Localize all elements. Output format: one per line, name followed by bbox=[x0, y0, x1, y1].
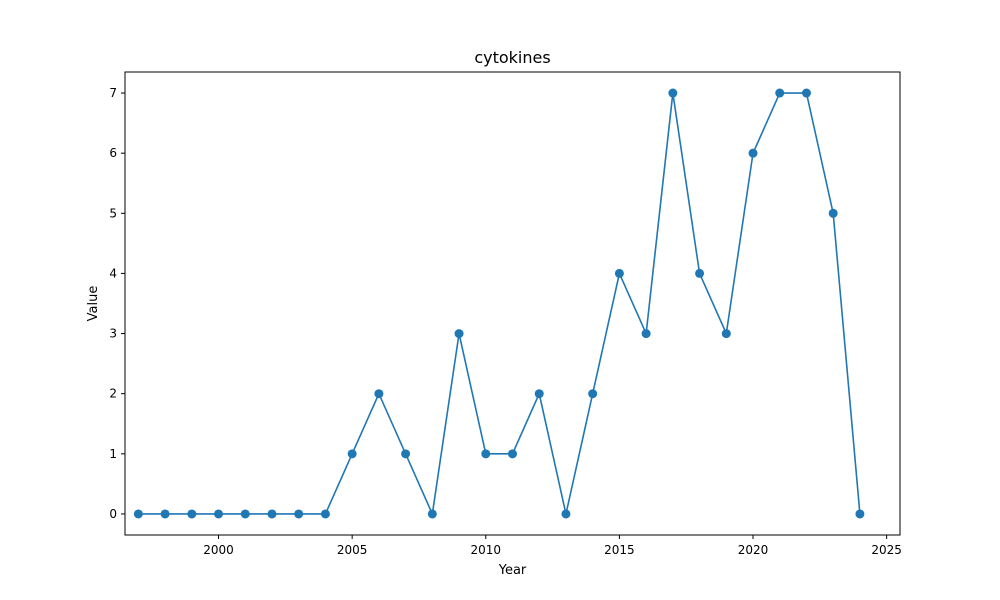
y-axis-label: Value bbox=[86, 286, 101, 322]
x-tick-label: 2025 bbox=[871, 543, 902, 557]
data-point bbox=[748, 148, 758, 158]
data-point bbox=[267, 509, 277, 519]
data-point bbox=[668, 88, 678, 98]
x-tick-label: 2010 bbox=[471, 543, 502, 557]
y-tick-label: 7 bbox=[109, 86, 117, 100]
data-point bbox=[160, 509, 170, 519]
data-point bbox=[240, 509, 250, 519]
y-axis-ticks: 0 1 2 3 4 5 6 7 bbox=[109, 86, 125, 521]
data-point bbox=[454, 329, 464, 339]
data-point bbox=[534, 389, 544, 399]
data-point bbox=[374, 389, 384, 399]
y-tick-label: 0 bbox=[109, 507, 117, 521]
x-axis-ticks: 2000 2005 2010 2015 2020 2025 bbox=[203, 535, 902, 557]
data-point bbox=[214, 509, 224, 519]
data-point bbox=[828, 208, 838, 218]
data-point bbox=[133, 509, 143, 519]
data-point bbox=[641, 329, 651, 339]
y-tick-label: 6 bbox=[109, 146, 117, 160]
plot-frame bbox=[124, 71, 901, 536]
plot-area bbox=[125, 72, 900, 535]
chart-marks bbox=[133, 88, 865, 519]
y-tick-label: 3 bbox=[109, 327, 117, 341]
data-point bbox=[775, 88, 785, 98]
x-axis-label: Year bbox=[498, 563, 527, 578]
y-tick-label: 2 bbox=[109, 387, 117, 401]
x-tick-label: 2000 bbox=[203, 543, 234, 557]
x-tick-label: 2005 bbox=[337, 543, 368, 557]
chart-title: cytokines bbox=[474, 48, 550, 67]
data-point bbox=[588, 389, 598, 399]
data-point bbox=[508, 449, 517, 459]
data-point bbox=[347, 449, 357, 459]
data-point bbox=[855, 509, 865, 519]
data-point bbox=[801, 88, 811, 98]
y-tick-label: 1 bbox=[109, 447, 117, 461]
data-point bbox=[187, 509, 197, 519]
data-point bbox=[481, 449, 491, 459]
x-tick-label: 2020 bbox=[738, 543, 769, 557]
data-point bbox=[401, 449, 411, 459]
data-point bbox=[614, 268, 624, 278]
data-point bbox=[294, 509, 304, 519]
y-tick-label: 4 bbox=[109, 266, 117, 280]
x-tick-label: 2015 bbox=[604, 543, 635, 557]
data-point bbox=[320, 509, 330, 519]
y-tick-label: 5 bbox=[109, 206, 117, 220]
data-point bbox=[695, 268, 705, 278]
data-point bbox=[721, 329, 731, 339]
series-line bbox=[138, 92, 861, 515]
data-point bbox=[427, 509, 437, 519]
data-point bbox=[561, 509, 571, 519]
